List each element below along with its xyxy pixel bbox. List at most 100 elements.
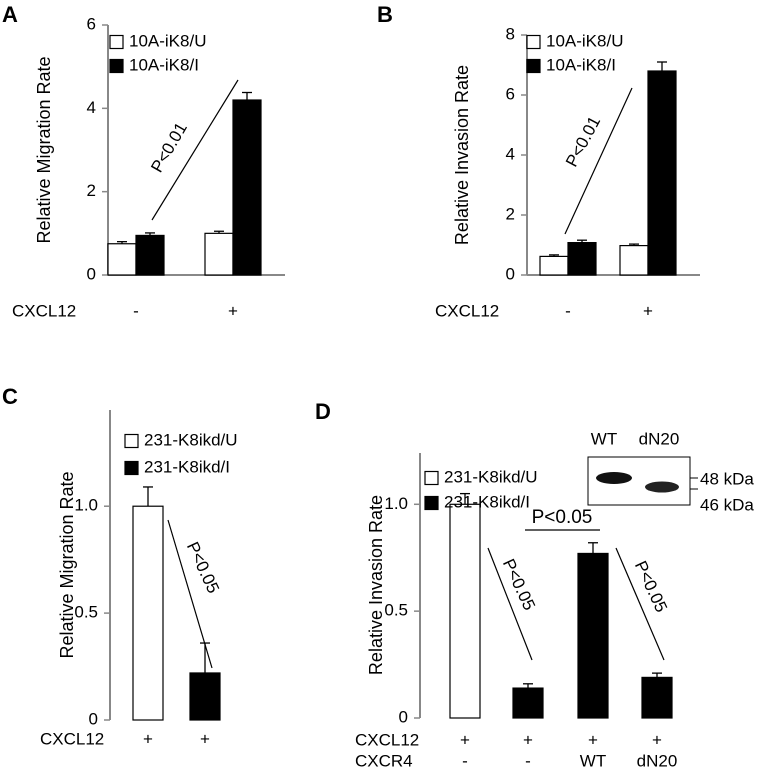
x-row-label: CXCL12 (12, 301, 76, 320)
y-tick-label: 0 (506, 264, 515, 283)
legend-label: 10A-iK8/I (546, 55, 616, 74)
bar (539, 255, 569, 276)
panel-letter: C (2, 384, 18, 409)
error-bar (117, 241, 127, 244)
x-tick-label: - (462, 751, 468, 770)
significance-label: P<0.05 (183, 539, 223, 596)
significance-label: P<0.05 (532, 507, 593, 528)
x-tick-label: dN20 (637, 751, 678, 770)
error-bar (460, 492, 470, 505)
legend-label: 231-K8ikd/U (144, 430, 238, 449)
x-tick-label: + (228, 301, 238, 320)
y-tick-label: 0 (399, 707, 408, 726)
lane-label: WT (591, 429, 617, 448)
significance-label: P<0.05 (631, 558, 671, 615)
significance-line (167, 519, 213, 669)
bar (232, 99, 262, 276)
bar (449, 503, 481, 719)
y-tick-label: 6 (506, 84, 515, 103)
marker-label: 46 kDa (700, 495, 754, 514)
y-tick-label: 8 (506, 24, 515, 43)
x-row-label: CXCL12 (435, 301, 499, 320)
y-tick-label: 1.0 (384, 494, 408, 513)
error-bar (588, 542, 598, 554)
bar (647, 70, 677, 276)
y-tick-label: 6 (87, 14, 96, 33)
legend-swatch (424, 495, 439, 511)
x-row-label: CXCL12 (40, 729, 104, 748)
x-tick-label: + (523, 730, 533, 749)
x-tick-label: + (652, 730, 662, 749)
error-bar (523, 683, 533, 689)
x-tick-label: + (143, 729, 153, 748)
error-bar (242, 91, 252, 100)
legend-label: 231-K8ikd/I (444, 492, 530, 511)
y-tick-label: 0.5 (384, 601, 408, 620)
error-bar (629, 243, 639, 246)
legend-label: 10A-iK8/U (546, 31, 623, 50)
x-tick-label: + (200, 729, 210, 748)
y-tick-label: 0.5 (74, 603, 98, 622)
bar (135, 234, 165, 276)
y-axis-label: Relative Migration Rate (34, 56, 54, 243)
y-axis-label: Relative Migration Rate (57, 471, 77, 658)
bar (567, 242, 597, 276)
legend-swatch (424, 470, 439, 486)
marker-label: 48 kDa (700, 469, 754, 488)
panel-letter: B (377, 2, 393, 27)
error-bar (143, 486, 153, 507)
legend-swatch (109, 58, 124, 74)
x-tick-label: + (588, 730, 598, 749)
panel-letter: D (315, 399, 331, 424)
legend-swatch (124, 460, 139, 476)
bar (619, 245, 649, 276)
legend-label: 10A-iK8/I (129, 55, 199, 74)
error-bar (652, 672, 662, 678)
x-row-label: CXCL12 (355, 730, 419, 749)
y-tick-label: 2 (87, 181, 96, 200)
error-bar (549, 254, 559, 257)
y-tick-label: 4 (506, 144, 515, 163)
legend-swatch (124, 433, 139, 449)
bar (132, 505, 164, 721)
legend-swatch (526, 58, 541, 74)
x-tick-label: WT (580, 751, 606, 770)
bar (204, 232, 234, 276)
lane-label: dN20 (639, 429, 680, 448)
legend-swatch (526, 34, 541, 50)
significance-line (487, 547, 533, 661)
y-tick-label: 4 (87, 98, 96, 117)
significance-line (564, 87, 633, 235)
x-tick-label: - (133, 301, 139, 320)
legend-label: 231-K8ikd/I (144, 457, 230, 476)
error-bar (214, 230, 224, 234)
bar (512, 687, 544, 719)
y-tick-label: 1.0 (74, 496, 98, 515)
bar (189, 672, 221, 721)
blot-band (645, 481, 679, 493)
significance-line (615, 547, 665, 661)
legend-swatch (109, 34, 124, 50)
x-tick-label: + (460, 730, 470, 749)
y-axis-label: Relative Invasion Rate (452, 65, 472, 245)
panel-letter: A (2, 2, 18, 27)
significance-label: P<0.05 (499, 556, 539, 613)
x-row-label: CXCR4 (355, 751, 413, 770)
error-bar (577, 239, 587, 243)
y-tick-label: 0 (89, 709, 98, 728)
blot-band (596, 472, 632, 484)
error-bar (145, 232, 155, 236)
legend-label: 10A-iK8/U (129, 31, 206, 50)
x-tick-label: - (525, 751, 531, 770)
y-tick-label: 0 (87, 264, 96, 283)
bar (641, 676, 673, 719)
error-bar (657, 61, 667, 71)
x-tick-label: - (565, 301, 571, 320)
bar (577, 552, 609, 719)
legend-label: 231-K8ikd/U (444, 467, 538, 486)
significance-line (151, 79, 239, 221)
bar (107, 243, 137, 276)
y-tick-label: 2 (506, 204, 515, 223)
x-tick-label: + (643, 301, 653, 320)
